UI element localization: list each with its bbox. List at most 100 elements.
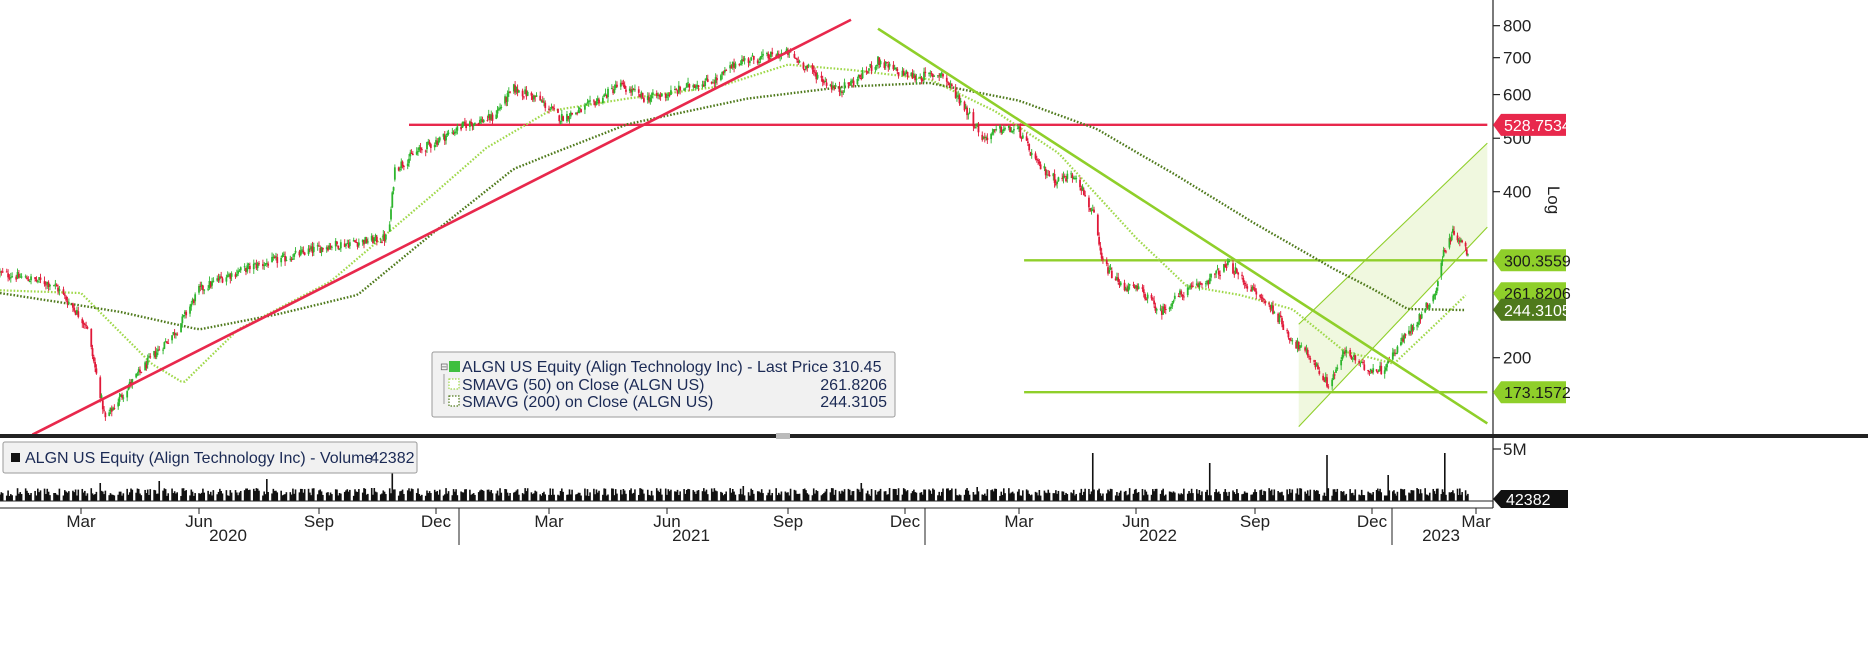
candle-body (338, 248, 341, 250)
candle-body (1360, 362, 1363, 364)
candle-body (977, 124, 980, 133)
volume-bar (1409, 493, 1411, 501)
volume-bar (762, 493, 764, 501)
trendline[interactable] (877, 27, 1489, 425)
volume-bar (1150, 494, 1153, 501)
candle-body (354, 240, 356, 242)
candle-body (592, 100, 595, 102)
candle-body (1066, 173, 1069, 179)
candle-body (28, 281, 31, 283)
candle-body (534, 95, 537, 98)
candle-body (1010, 131, 1013, 133)
candle-body (20, 276, 23, 278)
candle-body (1409, 331, 1412, 334)
candle-body (742, 59, 745, 61)
candle-body (1057, 177, 1060, 182)
candle-body (738, 64, 741, 66)
candle-body (435, 140, 437, 144)
candle-body (1163, 306, 1166, 309)
volume-bar (1369, 493, 1372, 501)
candle-body (1281, 318, 1283, 325)
volume-bar (716, 491, 718, 501)
candle-body (771, 52, 774, 55)
candle-body (874, 66, 877, 70)
candle-body (805, 65, 807, 70)
panel-resize-handle[interactable] (776, 433, 790, 439)
candle-body (308, 248, 311, 250)
volume-bar (640, 488, 643, 501)
volume-bar (1162, 488, 1164, 501)
volume-bar (580, 495, 582, 501)
volume-bar (1216, 492, 1219, 501)
volume-bar (1117, 495, 1119, 501)
volume-bar (1272, 495, 1274, 501)
month-label: Mar (66, 512, 96, 531)
candle-body (202, 285, 204, 291)
volume-bar (623, 490, 626, 501)
candle-body (1260, 296, 1263, 298)
volume-bar (1116, 491, 1118, 501)
candle-body (103, 409, 105, 411)
ma-value-label-tag (1493, 298, 1566, 321)
candle-body (807, 64, 810, 67)
candle-body (190, 303, 193, 307)
candle-body (1210, 273, 1212, 278)
candle-body (110, 408, 113, 412)
volume-bar (290, 494, 293, 501)
volume-bar (1126, 495, 1128, 501)
level-label-tag (1493, 113, 1566, 136)
volume-bar (856, 488, 859, 501)
candle-body (949, 83, 952, 85)
candle-body (1029, 152, 1032, 156)
volume-bar (212, 490, 215, 501)
volume-bar (275, 490, 277, 501)
volume-bar (643, 493, 645, 501)
candle-body (517, 90, 520, 93)
volume-bar (334, 489, 337, 501)
candle-body (53, 284, 55, 286)
candle-body (543, 101, 545, 103)
candle-body (1322, 375, 1325, 381)
volume-bar (1353, 495, 1355, 501)
candle-body (262, 264, 264, 267)
candle-body (1428, 304, 1431, 308)
candle-body (747, 58, 750, 63)
candle-body (293, 253, 296, 257)
trendline[interactable] (31, 18, 852, 436)
price-tick-label: 800 (1503, 17, 1531, 36)
volume-bar (189, 495, 191, 501)
volume-bar (1155, 488, 1158, 501)
candle-body (1070, 173, 1073, 175)
volume-bar (505, 489, 508, 501)
candle-body (806, 66, 809, 68)
legend-collapse-icon[interactable]: ⊟ (440, 362, 448, 373)
volume-bar (1403, 489, 1406, 501)
candle-body (730, 65, 733, 69)
volume-bar (939, 495, 942, 501)
month-label: Mar (1461, 512, 1491, 531)
volume-legend-swatch (11, 453, 20, 462)
candle-body (364, 237, 367, 244)
volume-bar (513, 492, 515, 501)
candle-body (337, 245, 340, 249)
candle-body (610, 88, 613, 90)
volume-bar (685, 489, 688, 501)
candle-body (302, 250, 305, 253)
volume-bar (539, 494, 542, 501)
volume-bar (992, 491, 995, 501)
volume-bar (1199, 495, 1202, 501)
candle-body (604, 93, 607, 95)
candle-body (91, 348, 94, 357)
candle-body (860, 78, 863, 80)
candle-body (506, 93, 509, 102)
candle-body (65, 296, 68, 301)
volume-bar (247, 490, 250, 501)
volume-bar (1055, 490, 1057, 501)
volume-bar (1295, 493, 1297, 501)
candle-body (383, 234, 386, 242)
candle-body (95, 368, 98, 374)
volume-bar (1038, 490, 1041, 501)
candle-body (948, 83, 951, 86)
volume-bar (1252, 492, 1255, 501)
candle-body (445, 135, 447, 141)
